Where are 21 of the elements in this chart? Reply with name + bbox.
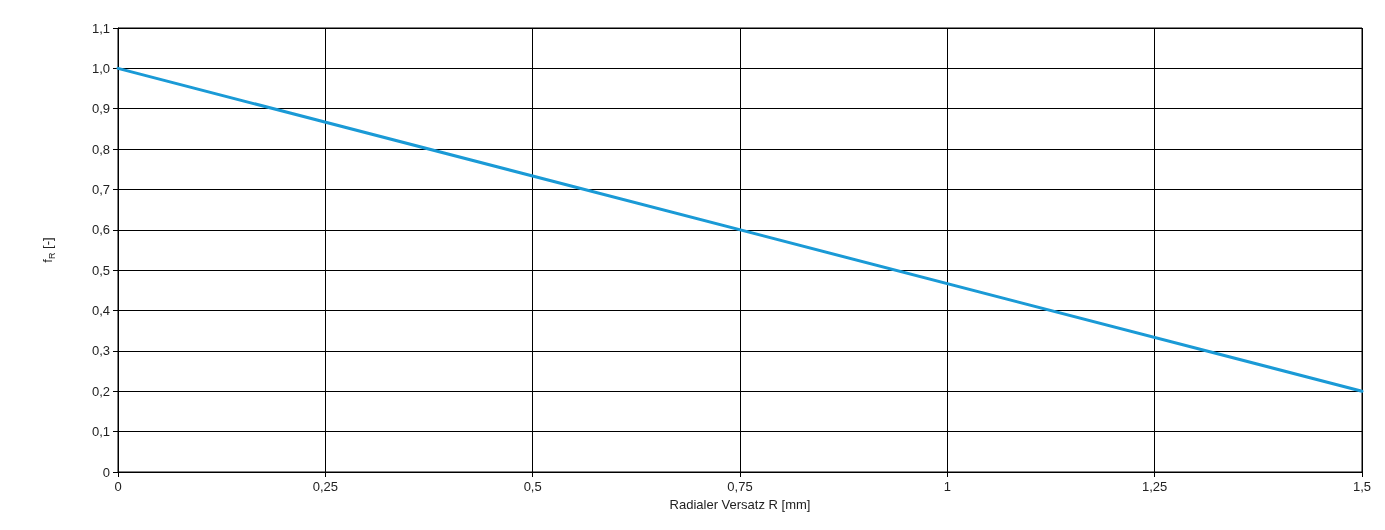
y-tick-label: 0,4 <box>91 303 110 319</box>
y-tick-label: 1,0 <box>91 60 110 76</box>
y-tick-label: 0,6 <box>91 222 110 238</box>
x-tick-label: 1,5 <box>1352 479 1372 494</box>
y-tick-label: 0,1 <box>91 424 110 440</box>
y-tick-label: 0,5 <box>91 262 110 278</box>
x-tick-label: 0,75 <box>727 479 753 494</box>
y-tick-label: 0,7 <box>91 181 110 197</box>
x-tick-label: 0 <box>114 479 122 494</box>
x-tick-label: 1,25 <box>1142 479 1168 494</box>
y-tick-label: 1,1 <box>91 20 110 36</box>
y-tick-label: 0 <box>102 464 110 480</box>
x-tick-label: 0,25 <box>312 479 338 494</box>
x-tick-label: 0,5 <box>523 479 542 494</box>
y-tick-label: 0,3 <box>91 343 110 359</box>
y-tick-label: 0,9 <box>91 101 110 117</box>
y-tick-label: 0,8 <box>91 141 110 157</box>
x-axis-title: Radialer Versatz R [mm] <box>669 496 811 512</box>
x-tick-label: 1 <box>943 479 951 494</box>
y-tick-label: 0,2 <box>91 383 110 399</box>
y-axis-title: fR [-] <box>40 237 57 263</box>
